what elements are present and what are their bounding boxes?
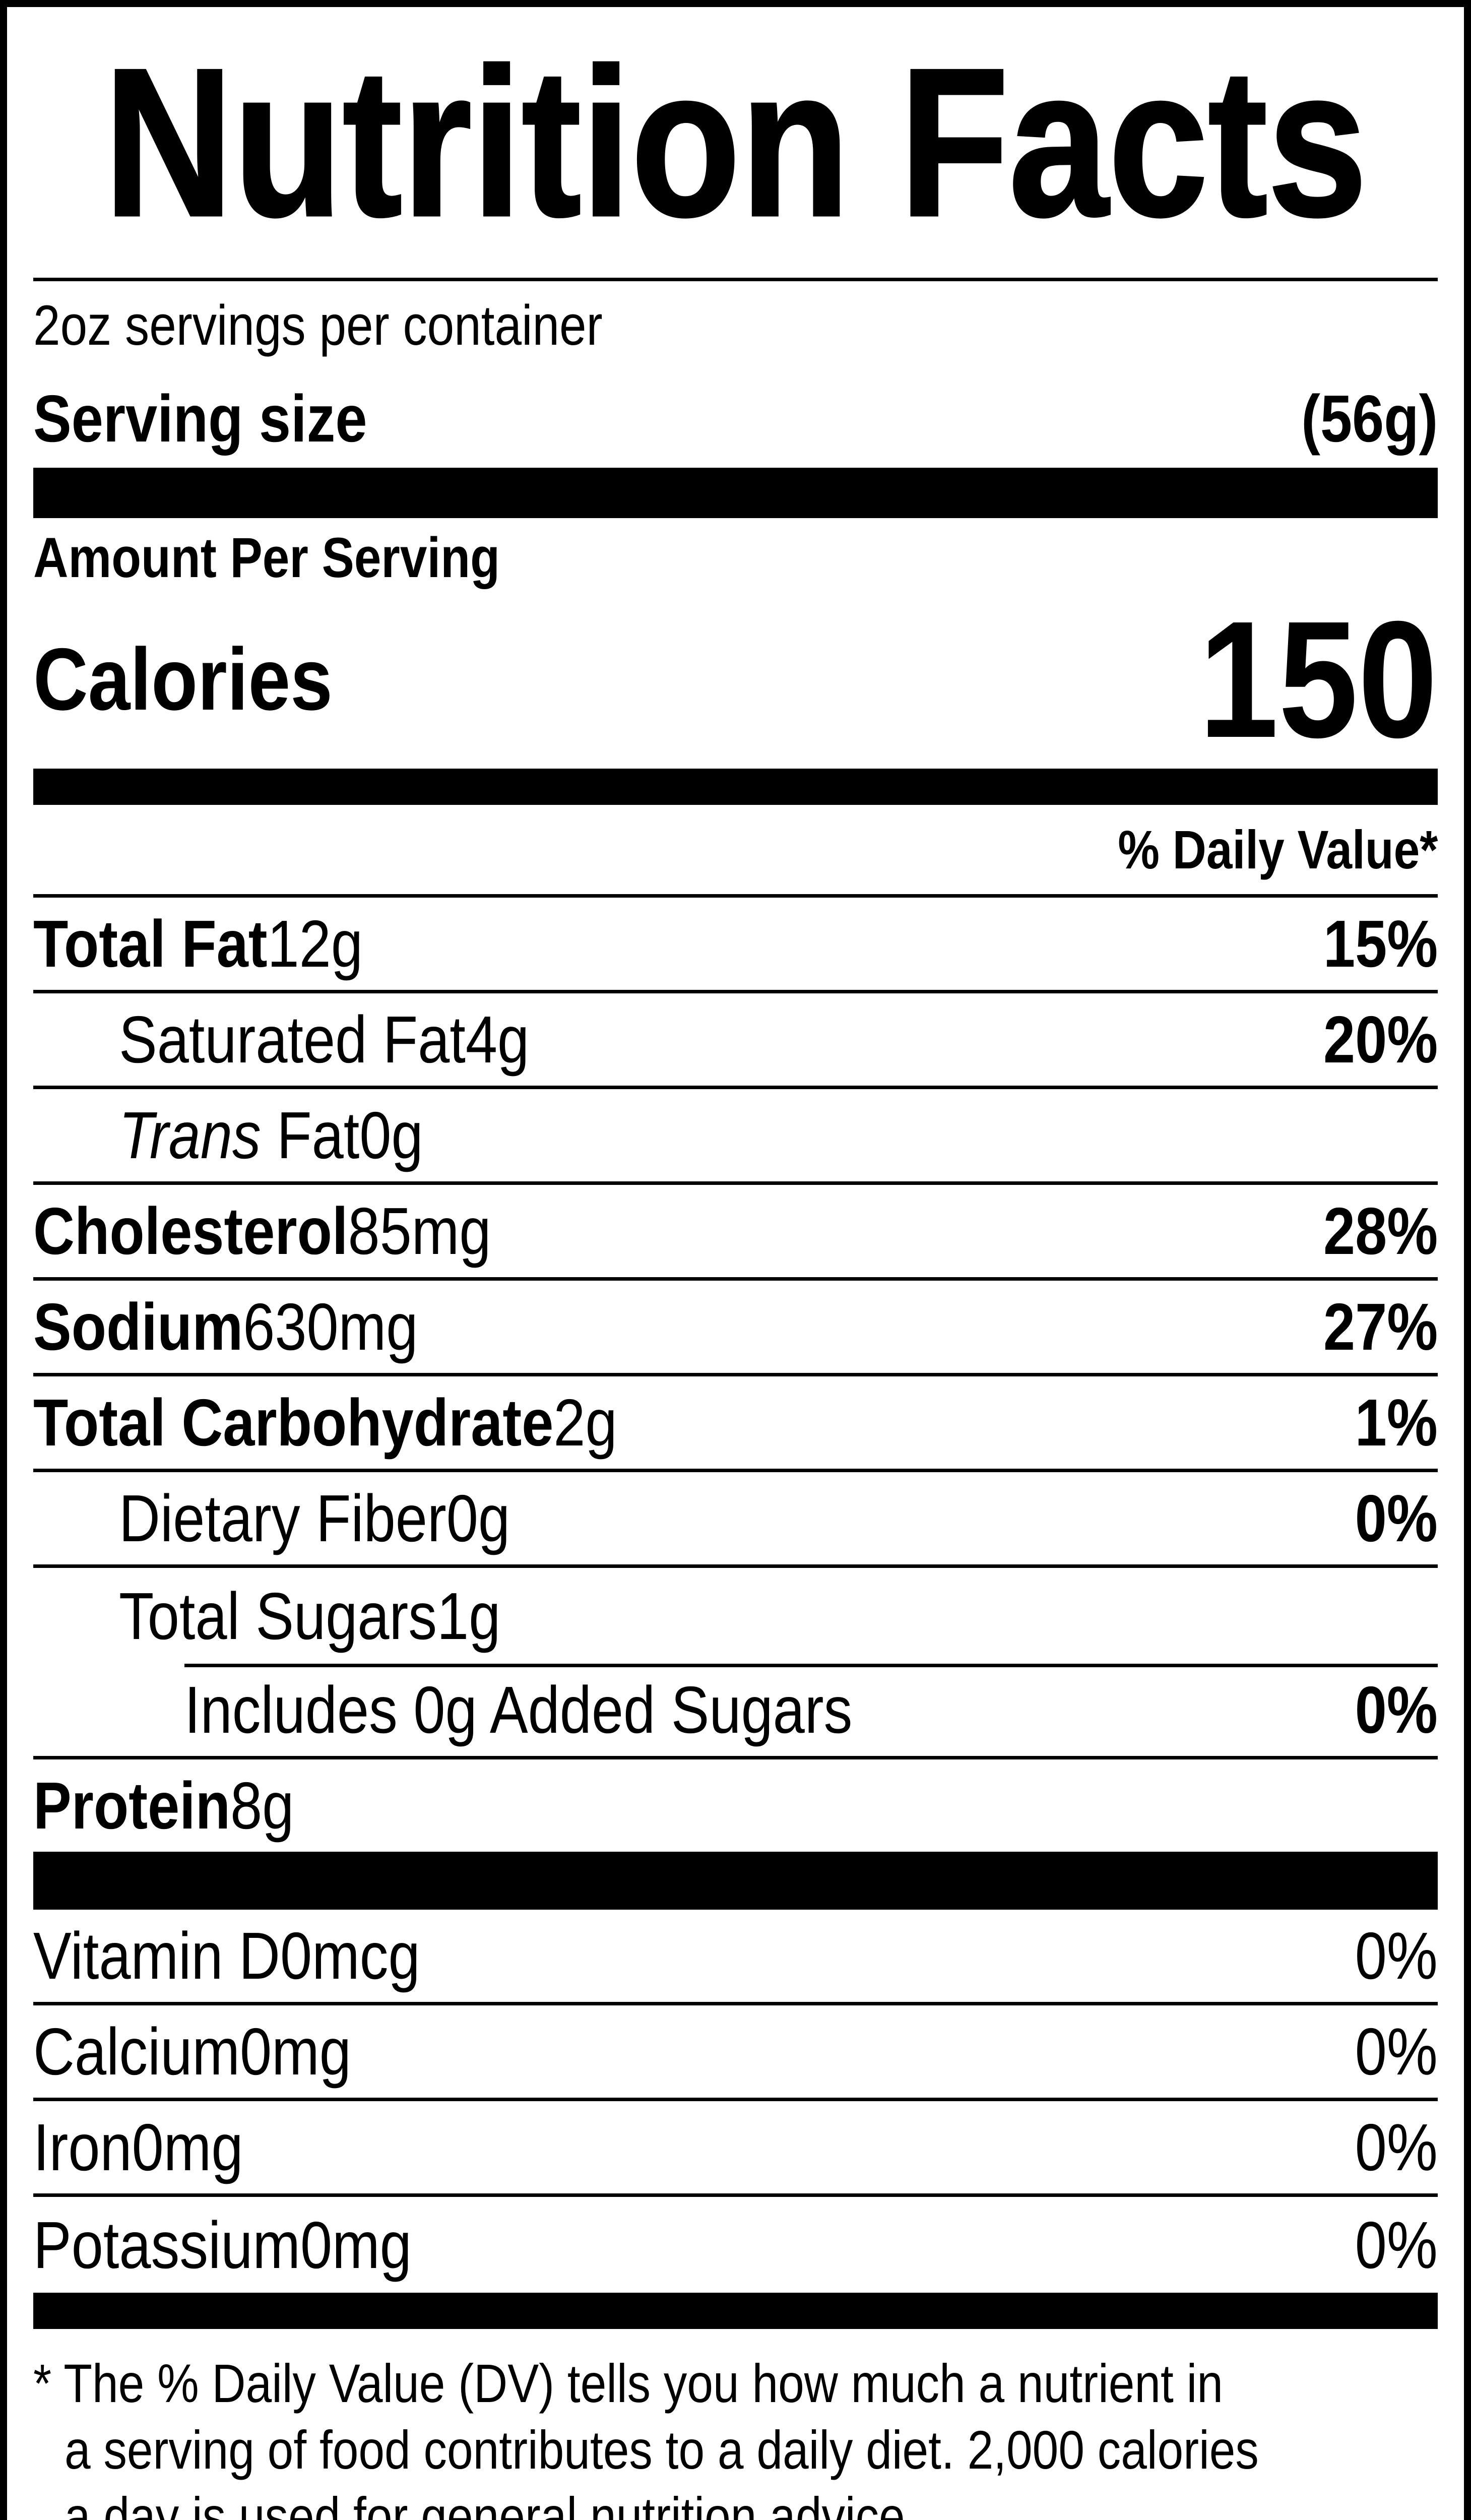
vitamin-amount: 0mg <box>240 2014 351 2089</box>
nutrient-row: Total Fat12g 15% <box>33 898 1438 993</box>
nutrient-name-amount: Saturated Fat4g <box>119 1001 529 1078</box>
vitamin-row: Calcium0mg 0% <box>33 2005 1438 2101</box>
vitamin-row: Iron0mg 0% <box>33 2101 1438 2197</box>
nutrient-name: Total Fat <box>33 907 268 981</box>
calories-value: 150 <box>1199 586 1438 772</box>
vitamin-daily-value: 0% <box>1355 2110 1438 2184</box>
nutrient-name-amount: Includes 0g Added Sugars <box>184 1672 852 1748</box>
vitamin-name: Potassium <box>33 2208 300 2282</box>
footnote-line: a serving of food contributes to a daily… <box>65 2419 1259 2480</box>
amount-per-serving-text: Amount Per Serving <box>33 526 500 589</box>
vitamin-name: Vitamin D <box>33 1919 280 1993</box>
vitamin-rows: Vitamin D0mcg 0% Calcium0mg 0% Iron0mg 0% Pota… <box>33 1910 1438 2293</box>
nutrient-row: Dietary Fiber0g 0% <box>33 1472 1438 1568</box>
footnote-line: * The % Daily Value (DV) tells you how m… <box>33 2353 1223 2414</box>
vitamin-amount: 0mg <box>132 2110 243 2184</box>
nutrient-name: Dietary Fiber <box>119 1481 446 1555</box>
nutrient-daily-value: 28% <box>1323 1194 1438 1268</box>
footnote-line: a day is used for general nutrition advi… <box>65 2486 918 2520</box>
nutrient-row: Total Carbohydrate2g 1% <box>33 1376 1438 1472</box>
nutrient-name: Saturated Fat <box>119 1002 466 1077</box>
thick-divider-top <box>33 468 1438 518</box>
thick-divider-calories <box>33 769 1438 805</box>
nutrient-daily-value: 15% <box>1323 907 1438 981</box>
vitamin-name-amount: Calcium0mg <box>33 2013 351 2090</box>
serving-size-row: Serving size (56g) <box>33 369 1438 468</box>
nutrient-row: Includes 0g Added Sugars 0% <box>33 1664 1438 1759</box>
title-block: Nutrition Facts <box>33 7 1438 281</box>
calories-row: Calories 150 <box>33 590 1438 769</box>
vitamin-daily-value: 0% <box>1355 2208 1438 2282</box>
nutrient-name-amount: Total Sugars1g <box>119 1578 500 1654</box>
serving-size-value: (56g) <box>1301 382 1438 456</box>
nutrient-name: Cholesterol <box>33 1194 348 1268</box>
nutrient-row: Total Sugars1g <box>33 1568 1438 1664</box>
nutrient-name-amount: Dietary Fiber0g <box>119 1480 510 1556</box>
nutrient-amount: 630mg <box>243 1290 418 1364</box>
nutrient-name-amount: Cholesterol85mg <box>33 1193 491 1269</box>
vitamin-daily-value: 0% <box>1355 2014 1438 2089</box>
serving-size-label: Serving size <box>33 382 367 456</box>
nutrient-amount: 0g <box>446 1481 510 1555</box>
vitamin-amount: 0mcg <box>280 1919 420 1993</box>
thick-divider-vitamins <box>33 2293 1438 2329</box>
nutrient-name-amount: Sodium630mg <box>33 1289 418 1365</box>
nutrient-name: Trans Fat <box>119 1098 360 1172</box>
nutrient-name-amount: Total Fat12g <box>33 906 363 982</box>
nutrient-amount: 4g <box>465 1002 530 1077</box>
vitamin-row: Vitamin D0mcg 0% <box>33 1910 1438 2005</box>
nutrient-name: Protein <box>33 1769 231 1843</box>
footnote: * The % Daily Value (DV) tells you how m… <box>33 2329 1438 2520</box>
vitamin-name-amount: Iron0mg <box>33 2109 243 2185</box>
nutrient-amount: 8g <box>230 1769 294 1843</box>
vitamin-name: Iron <box>33 2110 132 2184</box>
nutrient-row: Trans Fat0g <box>33 1089 1438 1185</box>
nutrient-daily-value: 0% <box>1355 1673 1438 1747</box>
servings-per-container-text: 2oz servings per container <box>33 294 603 357</box>
vitamin-name-amount: Vitamin D0mcg <box>33 1918 420 1994</box>
nutrient-daily-value: 1% <box>1355 1385 1438 1460</box>
nutrient-row: Sodium630mg 27% <box>33 1281 1438 1376</box>
nutrient-amount: 0g <box>359 1098 423 1172</box>
vitamin-amount: 0mg <box>300 2208 412 2282</box>
nutrient-name-amount: Total Carbohydrate2g <box>33 1384 617 1461</box>
nutrient-daily-value: 0% <box>1355 1481 1438 1555</box>
nutrient-name: Total Carbohydrate <box>33 1385 554 1460</box>
vitamin-name-amount: Potassium0mg <box>33 2207 412 2283</box>
servings-per-container-line: 2oz servings per container <box>33 281 1438 369</box>
amount-per-serving-line: Amount Per Serving <box>33 518 1438 590</box>
nutrient-daily-value: 27% <box>1323 1290 1438 1364</box>
thick-divider-protein <box>33 1852 1438 1910</box>
nutrient-name: Sodium <box>33 1290 243 1364</box>
nutrient-amount: 2g <box>553 1385 617 1460</box>
nutrient-amount: 85mg <box>348 1194 491 1268</box>
nutrient-rows: Total Fat12g 15% Saturated Fat4g 20% Trans F… <box>33 898 1438 1852</box>
nutrient-row: Protein8g <box>33 1759 1438 1852</box>
nutrient-row: Cholesterol85mg 28% <box>33 1185 1438 1281</box>
vitamin-name: Calcium <box>33 2014 240 2089</box>
nutrient-daily-value: 20% <box>1323 1002 1438 1077</box>
nutrient-name-amount: Protein8g <box>33 1768 294 1844</box>
nutrient-name: Total Sugars <box>119 1579 437 1653</box>
daily-value-header-text: % Daily Value* <box>1117 819 1438 880</box>
vitamin-row: Potassium0mg 0% <box>33 2197 1438 2293</box>
calories-label: Calories <box>33 630 333 729</box>
label-title: Nutrition Facts <box>103 24 1368 260</box>
nutrient-amount: 1g <box>437 1579 501 1653</box>
nutrient-row: Saturated Fat4g 20% <box>33 993 1438 1089</box>
nutrient-name: Includes 0g Added Sugars <box>184 1673 853 1747</box>
daily-value-header-row: % Daily Value* <box>33 805 1438 898</box>
nutrient-name-amount: Trans Fat0g <box>119 1097 423 1173</box>
nutrient-amount: 12g <box>267 907 363 981</box>
vitamin-daily-value: 0% <box>1355 1919 1438 1993</box>
